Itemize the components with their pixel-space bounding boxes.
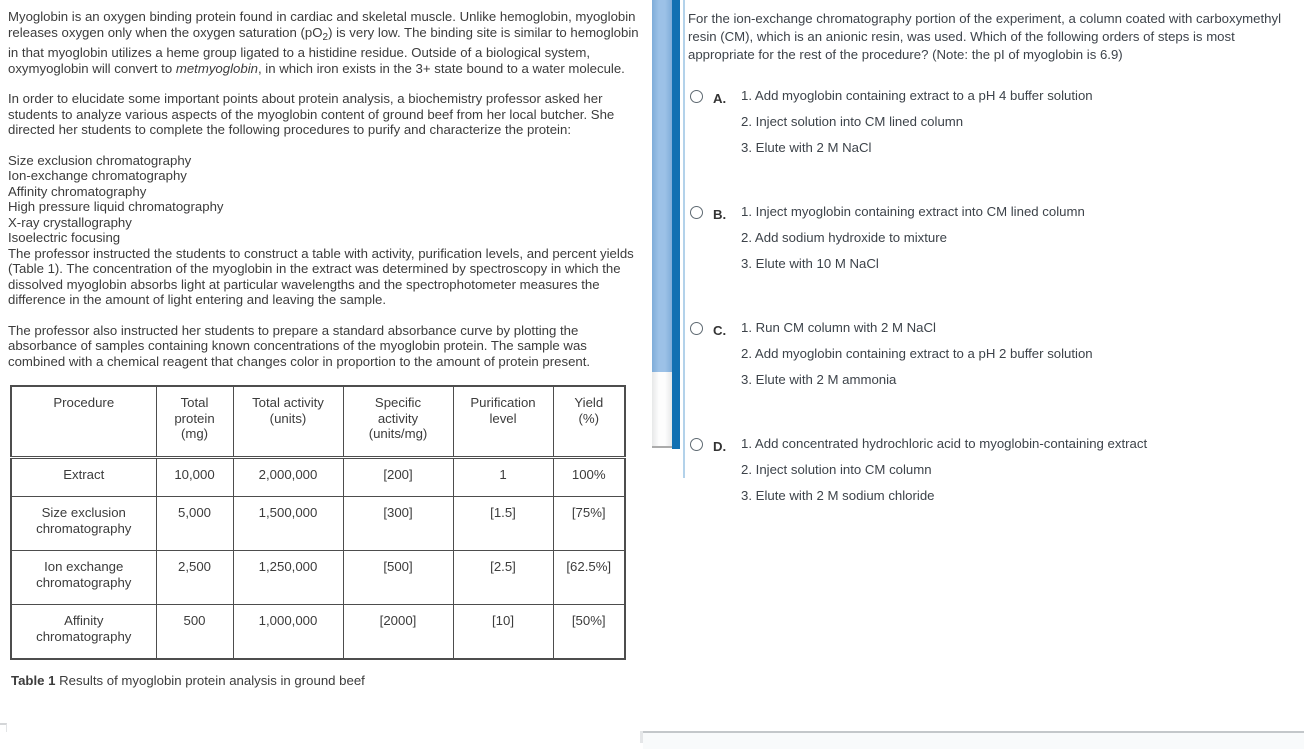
answer-option-c[interactable]: C. 1. Run CM column with 2 M NaCl 2. Add… [688,319,1302,397]
answer-option-d[interactable]: D. 1. Add concentrated hydrochloric acid… [688,435,1302,513]
procedure-item: Isoelectric focusing [8,230,121,245]
metmyoglobin-italic: metmyoglobin [175,60,258,76]
passage-panel: Myoglobin is an oxygen binding protein f… [0,0,645,749]
results-table: Procedure Total protein (mg) Total activ… [10,385,626,660]
header-purification-level: Purification level [452,385,554,459]
procedure-item: Size exclusion chromatography [8,152,192,168]
table-row: Affinity chromatography 500 1,000,000 [2… [10,604,626,660]
table-header-row: Procedure Total protein (mg) Total activ… [10,385,626,459]
divider-accent-line [683,0,685,478]
cell-yield: [75%] [552,496,626,551]
cell-total-protein: 2,500 [155,550,234,605]
option-step: 2. Add sodium hydroxide to mixture [741,230,947,245]
option-d-steps: 1. Add concentrated hydrochloric acid to… [741,435,1302,513]
header-total-activity: Total activity (units) [232,385,344,459]
question-panel: For the ion-exchange chromatography port… [688,0,1302,731]
option-b-radio[interactable] [690,206,703,219]
cell-total-protein: 500 [155,604,234,660]
passage-paragraph-2: In order to elucidate some important poi… [8,91,615,137]
option-a-letter: A. [713,91,727,106]
option-step: 2. Add myoglobin containing extract to a… [741,346,1093,361]
passage-paragraph-1: Myoglobin is an oxygen binding protein f… [8,9,640,76]
option-step: 3. Elute with 10 M NaCl [741,256,879,271]
procedure-item: High pressure liquid chromatography [8,199,224,214]
option-c-steps: 1. Run CM column with 2 M NaCl 2. Add my… [741,319,1302,397]
oxygen-saturation-subscript: 2 [322,31,329,43]
cell-procedure: Affinity chromatography [10,604,157,660]
option-step: 2. Inject solution into CM column [741,462,932,477]
cell-total-activity: 1,250,000 [232,550,344,605]
cell-procedure: Size exclusion chromatography [10,496,157,551]
passage-paragraph-3: The professor instructed the students to… [8,245,634,308]
procedure-item: Ion-exchange chromatography [8,168,187,183]
cell-procedure: Ion exchange chromatography [10,550,157,605]
procedure-item: X-ray crystallography [8,214,132,230]
cell-total-activity: 1,500,000 [232,496,344,551]
cell-yield: 100% [552,456,626,497]
passage-scrollbar-track[interactable] [652,372,672,448]
answer-option-a[interactable]: A. 1. Add myoglobin containing extract t… [688,87,1302,165]
option-c-letter: C. [713,323,727,338]
option-step: 1. Add concentrated hydrochloric acid to… [741,436,1148,451]
header-specific-activity: Specific activity (units/mg) [342,385,454,459]
cell-yield: [50%] [552,604,626,660]
table-row: Size exclusion chromatography 5,000 1,50… [10,496,626,551]
option-step: 1. Add myoglobin containing extract to a… [741,88,1093,103]
cell-yield: [62.5%] [552,550,626,605]
header-procedure: Procedure [10,385,157,459]
procedure-item: Affinity chromatography [8,183,147,199]
option-step: 1. Inject myoglobin containing extract i… [741,204,1085,219]
option-a-steps: 1. Add myoglobin containing extract to a… [741,87,1302,165]
cell-specific-activity: [500] [342,550,454,605]
option-step: 3. Elute with 2 M NaCl [741,140,872,155]
cell-total-protein: 5,000 [155,496,234,551]
option-d-letter: D. [713,439,727,454]
bottom-toolbar-strip [643,731,1304,749]
option-step: 3. Elute with 2 M sodium chloride [741,488,935,503]
option-d-radio[interactable] [690,438,703,451]
passage-p1-text-c: , in which iron exists in the 3+ state b… [257,60,625,76]
passage-p1-text-b: ) is very low. The binding site is simil… [8,24,639,76]
procedures-block: Size exclusion chromatography Ion-exchan… [8,153,640,308]
cell-specific-activity: [300] [342,496,454,551]
table-caption: Table 1 Results of myoglobin protein ana… [11,673,640,689]
cell-purification-level: [2.5] [452,550,554,605]
answer-option-b[interactable]: B. 1. Inject myoglobin containing extrac… [688,203,1302,281]
cell-total-protein: 10,000 [155,456,234,497]
cell-total-activity: 2,000,000 [232,456,344,497]
table-caption-label: Table 1 [11,673,56,688]
option-step: 3. Elute with 2 M ammonia [741,372,897,387]
option-step: 1. Run CM column with 2 M NaCl [741,320,936,335]
cell-purification-level: [10] [452,604,554,660]
cell-procedure: Extract [10,456,157,497]
option-step: 2. Inject solution into CM lined column [741,114,964,129]
cell-purification-level: 1 [452,456,554,497]
option-b-steps: 1. Inject myoglobin containing extract i… [741,203,1302,281]
option-b-letter: B. [713,207,727,222]
hscrollbar-corner-left [0,723,7,732]
cell-specific-activity: [200] [342,456,454,497]
question-stem: For the ion-exchange chromatography port… [688,11,1282,62]
header-yield: Yield (%) [552,385,626,459]
cell-total-activity: 1,000,000 [232,604,344,660]
passage-p1-text-a: Myoglobin is an oxygen binding protein f… [8,9,636,40]
option-c-radio[interactable] [690,322,703,335]
cell-specific-activity: [2000] [342,604,454,660]
table-row: Extract 10,000 2,000,000 [200] 1 100% [10,456,626,497]
cell-purification-level: [1.5] [452,496,554,551]
passage-paragraph-4: The professor also instructed her studen… [8,322,591,369]
table-row: Ion exchange chromatography 2,500 1,250,… [10,550,626,605]
passage-scrollbar-thumb[interactable] [652,0,672,372]
panel-divider-handle[interactable] [672,0,680,449]
header-total-protein: Total protein (mg) [155,385,234,459]
option-a-radio[interactable] [690,90,703,103]
table-caption-text: Results of myoglobin protein analysis in… [55,673,365,688]
